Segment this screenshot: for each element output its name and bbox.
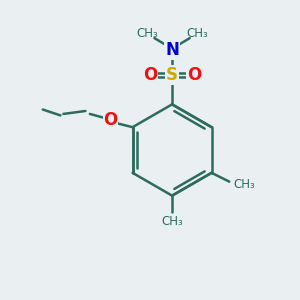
- Text: O: O: [103, 111, 118, 129]
- Text: O: O: [187, 66, 201, 84]
- Text: N: N: [165, 41, 179, 59]
- Text: CH₃: CH₃: [161, 215, 183, 228]
- Text: CH₃: CH₃: [234, 178, 255, 191]
- Text: O: O: [143, 66, 157, 84]
- Text: CH₃: CH₃: [136, 27, 158, 40]
- Text: S: S: [166, 66, 178, 84]
- Text: CH₃: CH₃: [186, 27, 208, 40]
